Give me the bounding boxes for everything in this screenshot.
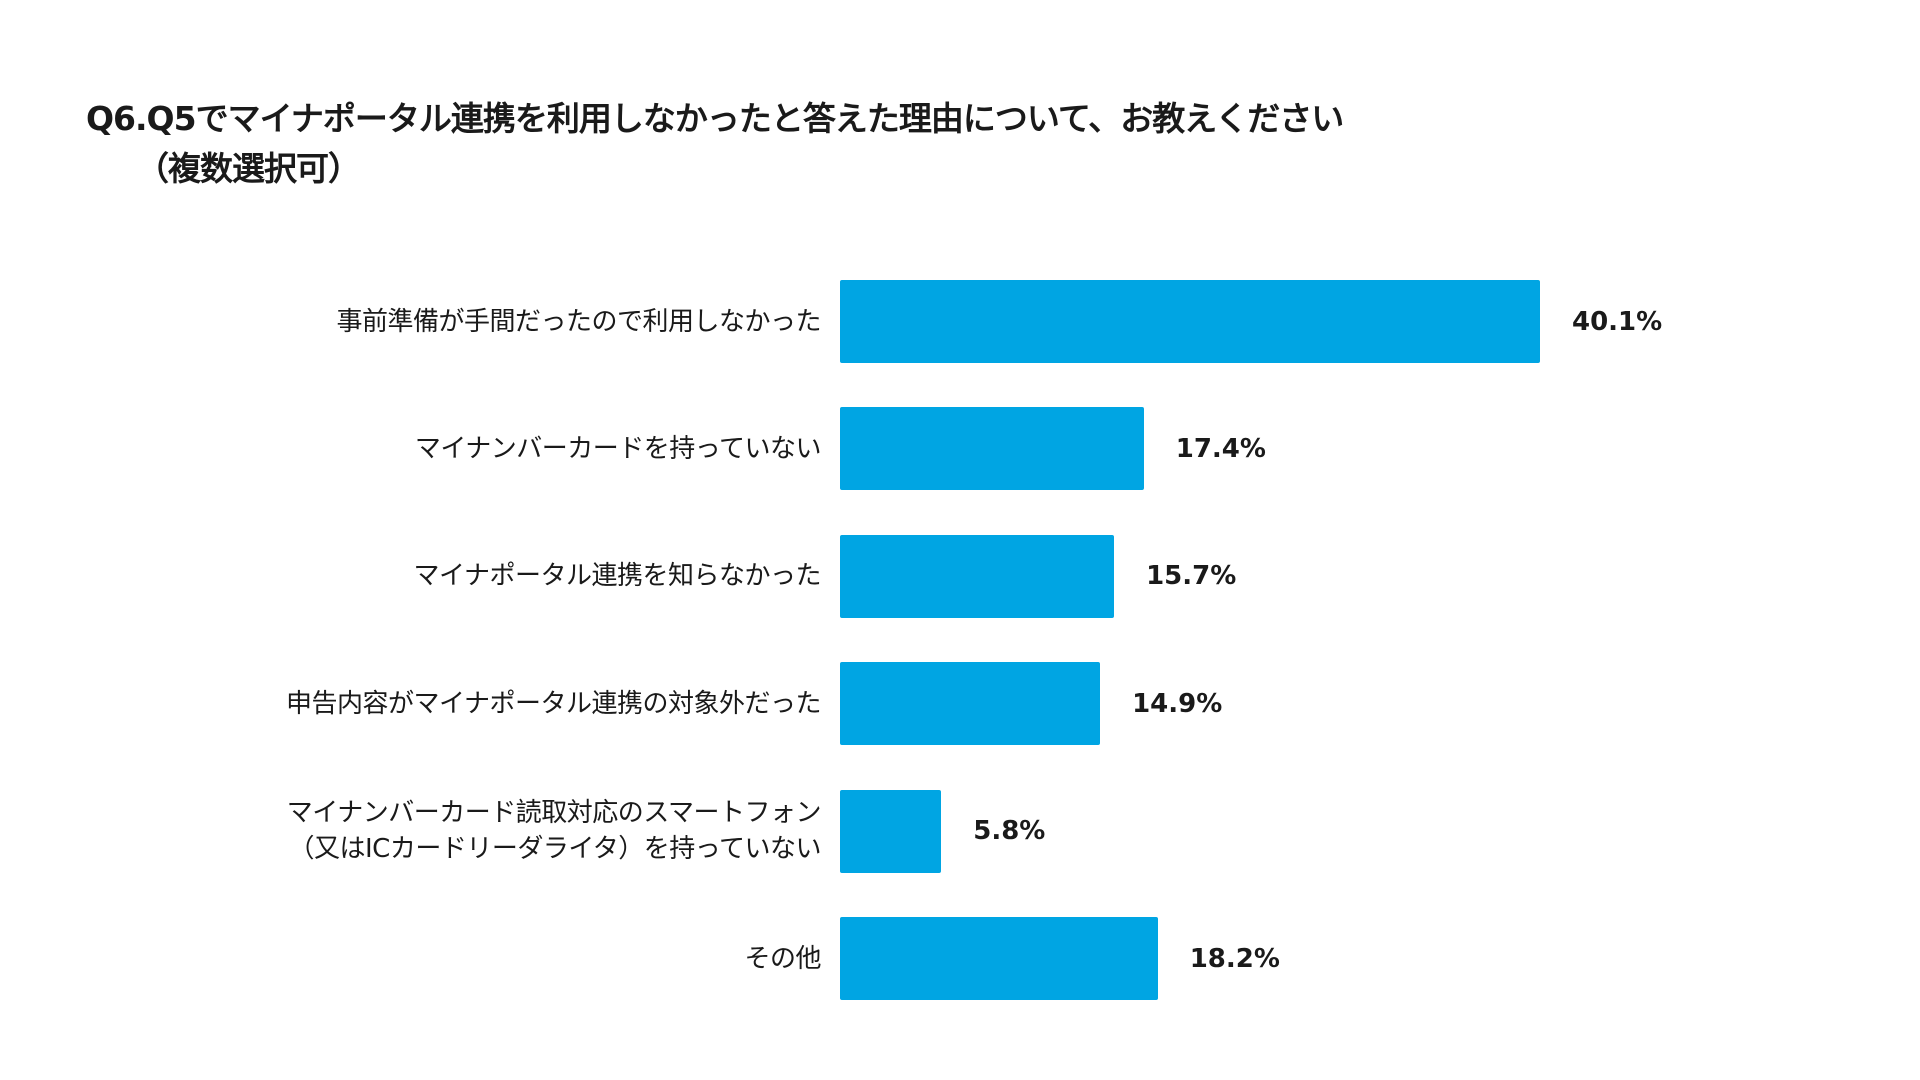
- data-label: 18.2%: [1189, 943, 1280, 974]
- category-label-line: （又はICカードリーダライタ）を持っていない: [288, 834, 822, 865]
- category-label-line: マイナンバーカード読取対応のスマートフォン: [286, 798, 822, 829]
- data-label: 15.7%: [1146, 561, 1237, 592]
- data-label: 40.1%: [1572, 306, 1663, 337]
- category-label: マイナポータル連携を知らなかった: [413, 558, 822, 594]
- bar: [840, 789, 942, 873]
- category-label-line: 申告内容がマイナポータル連携の対象外だった: [286, 688, 821, 719]
- bar: [840, 280, 1540, 363]
- bar: [840, 407, 1144, 491]
- category-label-line: 事前準備が手間だったので利用しなかった: [336, 306, 821, 337]
- category-label-line: マイナポータル連携を知らなかった: [413, 561, 822, 592]
- category-label: 申告内容がマイナポータル連携の対象外だった: [286, 686, 821, 722]
- chart-title: Q6.Q5でマイナポータル連携を利用しなかったと答えた理由について、お教えくださ…: [86, 94, 1344, 194]
- category-label: マイナンバーカード読取対応のスマートフォン （又はICカードリーダライタ）を持って…: [286, 795, 822, 867]
- data-label: 5.8%: [973, 816, 1046, 847]
- category-label: 事前準備が手間だったので利用しなかった: [336, 304, 821, 340]
- category-label-line: マイナンバーカードを持っていない: [414, 433, 822, 464]
- title-main: Q6.Q5でマイナポータル連携を利用しなかったと答えた理由について、お教えくださ…: [86, 99, 1344, 138]
- category-label-line: その他: [744, 943, 821, 974]
- bar: [840, 917, 1158, 1000]
- category-label: マイナンバーカードを持っていない: [414, 431, 822, 467]
- data-label: 17.4%: [1175, 433, 1266, 464]
- bar: [840, 534, 1115, 618]
- title-sub: （複数選択可）: [136, 149, 361, 188]
- data-label: 14.9%: [1132, 688, 1223, 719]
- bar: [840, 662, 1101, 746]
- category-label: その他: [744, 941, 821, 977]
